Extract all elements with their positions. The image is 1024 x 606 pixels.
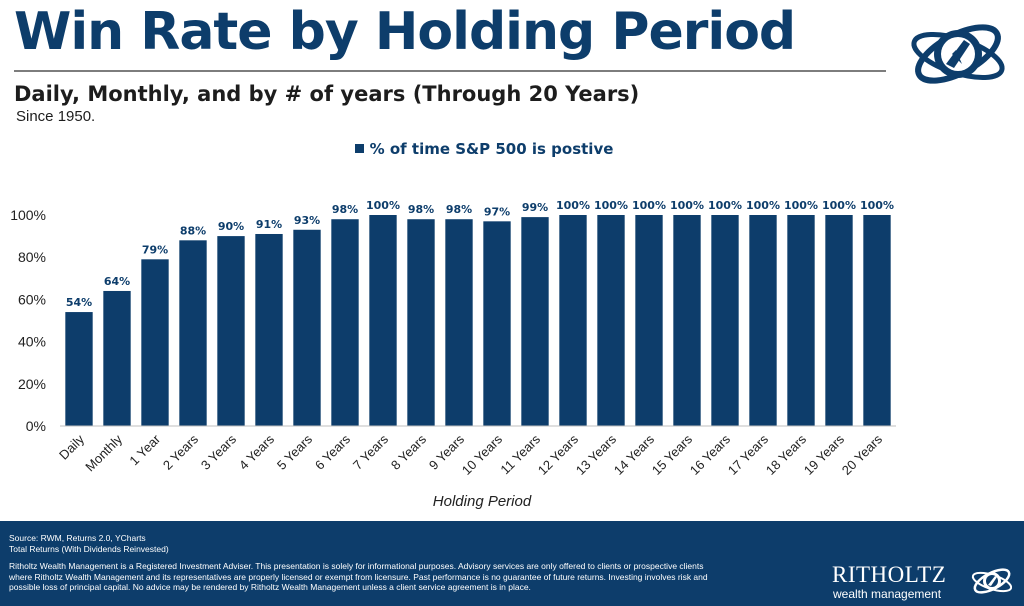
bar-chart: 0% 20% 40% 60% 80% 100% 54% Daily 64% Monthly 79% 1… (10, 199, 896, 510)
bar (635, 215, 663, 426)
x-tick-label: 18 Years (763, 431, 810, 478)
since-note: Since 1950. (16, 108, 96, 125)
bar (597, 215, 625, 426)
bar (559, 215, 587, 426)
y-tick-label: 100% (10, 207, 46, 223)
data-label: 100% (556, 199, 590, 212)
data-label: 100% (594, 199, 628, 212)
data-label: 100% (860, 199, 894, 212)
data-label: 98% (408, 203, 434, 216)
data-label: 100% (708, 199, 742, 212)
data-label: 100% (746, 199, 780, 212)
page-title: Win Rate by Holding Period (14, 2, 796, 62)
data-label: 90% (218, 220, 244, 233)
bar (65, 312, 93, 426)
x-tick-label: 3 Years (198, 431, 240, 473)
bar (179, 240, 207, 426)
x-tick-label: 5 Years (274, 431, 316, 473)
data-label: 100% (822, 199, 856, 212)
x-tick-label: 15 Years (649, 431, 696, 478)
x-tick-label: Monthly (82, 431, 125, 474)
data-label: 100% (366, 199, 400, 212)
x-tick-label: 13 Years (573, 431, 620, 478)
bar (217, 236, 245, 426)
source-line: Source: RWM, Returns 2.0, YCharts (9, 533, 146, 543)
data-label: 91% (256, 218, 282, 231)
data-label: 100% (670, 199, 704, 212)
y-tick-label: 0% (26, 418, 46, 434)
y-tick-label: 60% (18, 291, 46, 307)
x-tick-label: 8 Years (388, 431, 430, 473)
bar (749, 215, 777, 426)
x-axis-title: Holding Period (433, 493, 532, 510)
x-tick-label: 10 Years (459, 431, 506, 478)
title-divider (14, 70, 886, 72)
bar (293, 229, 321, 426)
x-tick-label: 6 Years (312, 431, 354, 473)
ritholtz-small-logo-icon (971, 568, 1013, 594)
x-tick-label: 19 Years (801, 431, 848, 478)
chart-legend: % of time S&P 500 is postive (0, 140, 968, 158)
footer: Source: RWM, Returns 2.0, YCharts Total … (0, 521, 1024, 606)
bar (103, 290, 131, 426)
x-tick-label: 17 Years (725, 431, 772, 478)
x-tick-label: 7 Years (350, 431, 392, 473)
data-label: 98% (446, 203, 472, 216)
y-tick-label: 20% (18, 376, 46, 392)
returns-note: Total Returns (With Dividends Reinvested… (9, 543, 169, 554)
page-subtitle: Daily, Monthly, and by # of years (Throu… (14, 82, 640, 106)
brand-name: RITHOLTZ (832, 562, 947, 587)
legend-label: % of time S&P 500 is postive (369, 140, 614, 158)
x-tick-label: 16 Years (687, 431, 734, 478)
data-label: 100% (784, 199, 818, 212)
data-label: 93% (294, 214, 320, 227)
bar (445, 219, 473, 426)
data-label: 100% (632, 199, 666, 212)
data-label: 99% (522, 201, 548, 214)
x-tick-label: 1 Year (126, 431, 163, 468)
brand-tagline: wealth management (833, 587, 942, 601)
x-tick-label: 12 Years (535, 431, 582, 478)
bar (825, 215, 853, 426)
data-label: 54% (66, 296, 92, 309)
bar (673, 215, 701, 426)
bar (369, 215, 397, 426)
bar (483, 221, 511, 426)
ritholtz-orbit-logo-icon (911, 24, 1005, 84)
x-tick-label: 20 Years (839, 431, 886, 478)
data-label: 88% (180, 224, 206, 237)
data-label: 79% (142, 243, 168, 256)
bar (787, 215, 815, 426)
bar (407, 219, 435, 426)
bar (711, 215, 739, 426)
disclaimer: Ritholtz Wealth Management is a Register… (9, 561, 708, 592)
y-tick-label: 80% (18, 249, 46, 265)
x-tick-label: 14 Years (611, 431, 658, 478)
brand-logo: RITHOLTZ wealth management (832, 561, 1017, 601)
data-label: 98% (332, 203, 358, 216)
bar (255, 233, 283, 426)
x-tick-label: 4 Years (236, 431, 278, 473)
bar (331, 219, 359, 426)
bar (863, 215, 891, 426)
data-label: 64% (104, 275, 130, 288)
y-tick-label: 40% (18, 334, 46, 350)
x-tick-label: Daily (56, 431, 87, 462)
legend-swatch (354, 144, 364, 153)
source-note: Source: RWM, Returns 2.0, YCharts Total … (9, 533, 169, 554)
data-label: 97% (484, 205, 510, 218)
bar (141, 259, 169, 426)
bar (521, 217, 549, 426)
x-tick-label: 2 Years (160, 431, 202, 473)
